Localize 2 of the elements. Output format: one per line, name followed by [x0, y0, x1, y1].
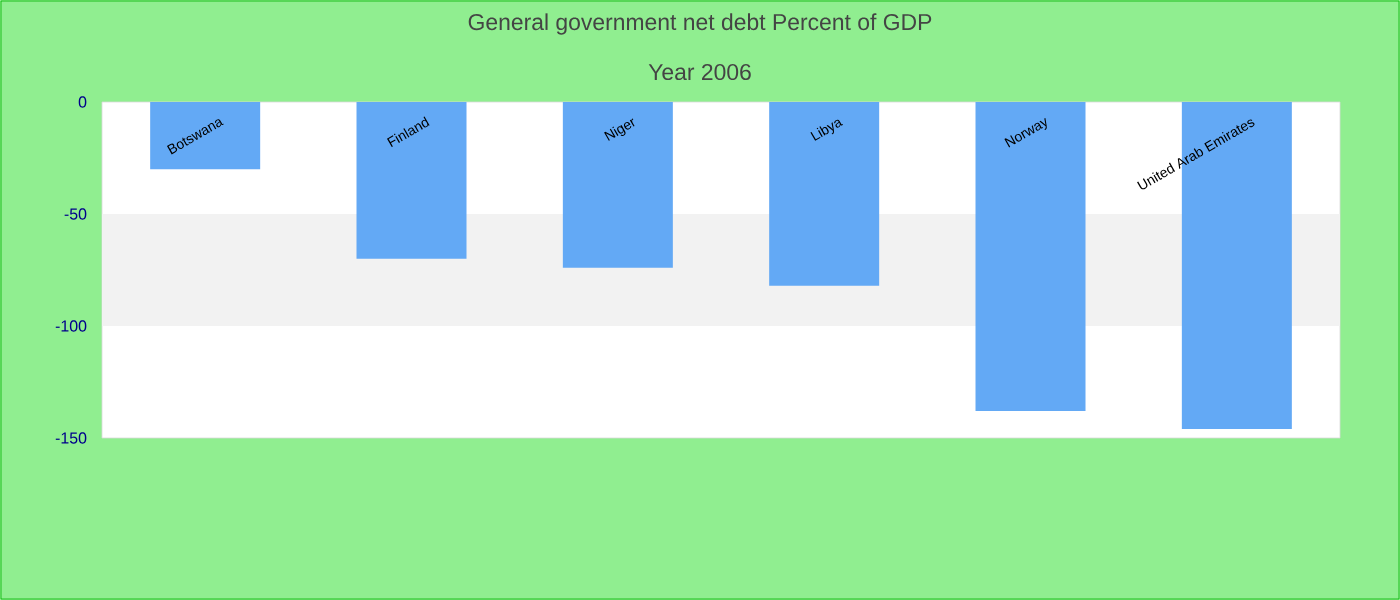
chart-title: General government net debt Percent of GDP — [468, 13, 932, 35]
chart-subtitle: Year 2006 — [648, 63, 751, 81]
